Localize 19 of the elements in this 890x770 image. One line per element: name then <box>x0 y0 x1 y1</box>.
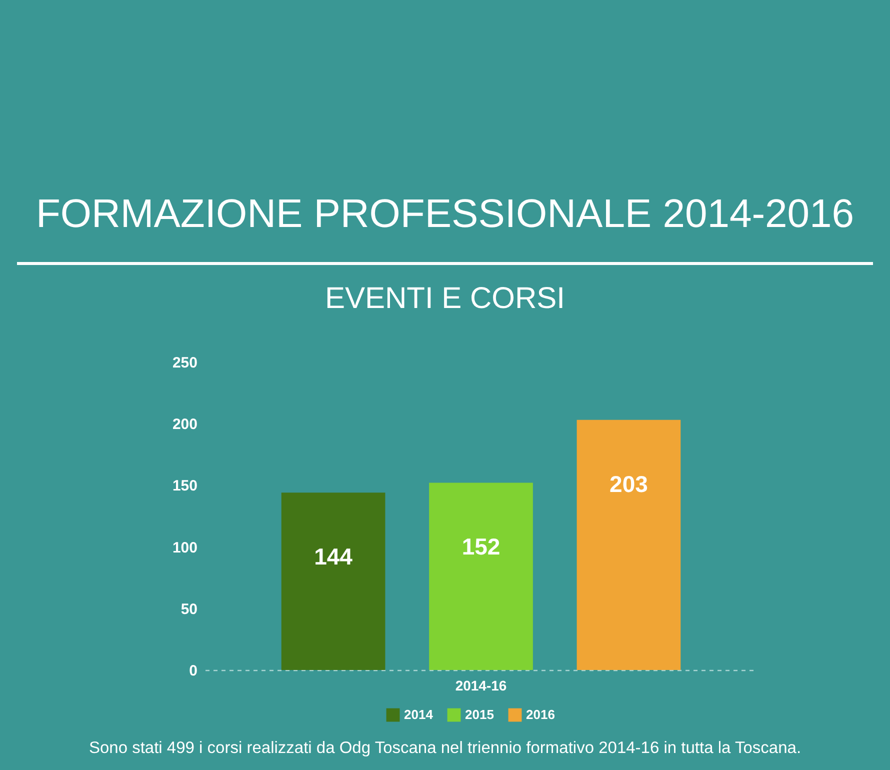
data-label: 203 <box>610 470 648 497</box>
y-tick-label: 200 <box>172 416 198 434</box>
x-tick-label: 2014-16 <box>455 678 507 694</box>
data-label: 144 <box>314 544 353 570</box>
y-tick-label: 50 <box>180 600 198 618</box>
legend-label: 2015 <box>465 707 494 722</box>
chart-subtitle: EVENTI E CORSI <box>324 282 566 316</box>
bar <box>576 420 681 670</box>
bar <box>429 482 533 670</box>
y-tick-label: 250 <box>172 354 198 372</box>
legend-label: 2016 <box>526 707 555 722</box>
y-tick-label: 150 <box>172 478 198 495</box>
y-tick-label: 0 <box>189 662 198 680</box>
chart-title: FORMAZIONE PROFESSIONALE 2014-2016 <box>34 192 856 236</box>
data-label: 152 <box>462 534 500 560</box>
y-tick-label: 100 <box>172 539 198 556</box>
legend-label: 2014 <box>404 707 434 722</box>
text: Sono stati 499 i corsi realizzati da Odg Toscana nel triennio formativo 2014-16 in tutta la Toscana. <box>88 738 802 758</box>
bar <box>281 492 386 670</box>
